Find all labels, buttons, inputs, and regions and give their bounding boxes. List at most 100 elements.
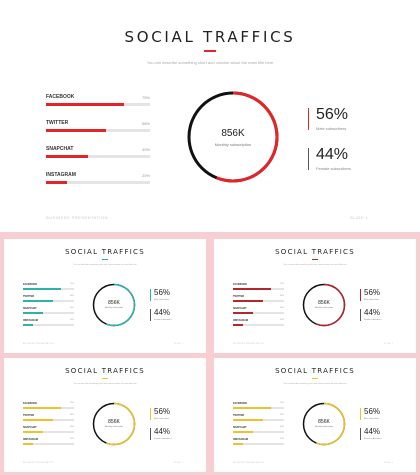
bar-fill (233, 300, 263, 302)
bar-fill (23, 419, 53, 421)
bar-fill (233, 312, 254, 314)
ring-arc (92, 283, 136, 327)
bar-label: TWITTER (233, 414, 245, 417)
bar-track (233, 407, 284, 409)
stat-divider (360, 309, 361, 321)
bar-label: TWITTER (46, 120, 69, 126)
bar-fill (233, 419, 263, 421)
bar-track (46, 181, 150, 184)
title-underline (312, 259, 318, 260)
bar-value: 58% (69, 295, 74, 297)
bar-fill (23, 324, 34, 326)
footer-right: SLIDE 1 (174, 462, 184, 464)
bar-track (23, 431, 74, 433)
stat-male-label: Male subscribers (364, 418, 380, 420)
bar-value: 20% (69, 319, 74, 321)
ring-label: Monthly subscription (314, 426, 334, 428)
stat-divider (308, 148, 309, 170)
slide-subtitle: You can describe something short and con… (283, 383, 347, 385)
stat-male-label: Male subscribers (364, 299, 380, 301)
bar-label: SNAPCHAT (23, 307, 37, 310)
stat-female-value: 44% (364, 308, 381, 317)
title-underline (204, 50, 216, 52)
bar-fill (23, 288, 62, 290)
stat-female-value: 44% (154, 308, 171, 317)
bar-value: 40% (69, 426, 74, 428)
bar-value: 58% (279, 295, 284, 297)
bar-value: 58% (279, 414, 284, 416)
stat-divider (150, 289, 151, 301)
title-underline (102, 259, 108, 260)
slide-subtitle: You can describe something short and con… (146, 60, 274, 65)
bar-value: 40% (141, 147, 150, 152)
bar-track (233, 300, 284, 302)
bar-label: TWITTER (23, 414, 35, 417)
bar-track (23, 419, 74, 421)
bar-track (233, 312, 284, 314)
stat-divider (360, 408, 361, 420)
footer-right: SLIDE 1 (350, 215, 369, 220)
stat-female-value: 44% (316, 146, 349, 163)
bar-track (23, 443, 74, 445)
thumbnail-slide[interactable]: SOCIAL TRAFFICS You can describe somethin… (4, 239, 206, 353)
thumbnail-slide[interactable]: SOCIAL TRAFFICS You can describe somethin… (214, 358, 416, 472)
bar-track (233, 288, 284, 290)
bar-fill (23, 407, 62, 409)
ring-arc (187, 91, 279, 183)
subscription-ring: 856K Monthly subscription (186, 90, 280, 184)
bar-value: 75% (141, 95, 150, 100)
footer-left: BUSINESS PRESENTATION (23, 343, 54, 345)
bar-fill (233, 288, 272, 290)
ring-label: Monthly subscription (214, 142, 252, 147)
bar-track (233, 324, 284, 326)
bar-track (233, 419, 284, 421)
bar-label: SNAPCHAT (23, 426, 37, 429)
bar-label: TWITTER (233, 295, 245, 298)
thumbnail-slide[interactable]: SOCIAL TRAFFICS You can describe somethin… (214, 239, 416, 353)
ring-value: 856K (108, 419, 120, 425)
bar-fill (23, 300, 53, 302)
ring-value: 856K (108, 300, 120, 306)
bar-fill (46, 129, 107, 132)
stat-male-value: 56% (316, 106, 349, 123)
bar-label: SNAPCHAT (233, 307, 247, 310)
stat-male-label: Male subscribers (154, 299, 170, 301)
bar-value: 75% (69, 283, 74, 285)
main-slide[interactable]: SOCIAL TRAFFICS You can describe somethi… (0, 0, 420, 232)
stat-male-value: 56% (154, 288, 171, 297)
footer-left: BUSINESS PRESENTATION (233, 462, 264, 464)
bar-track (46, 155, 150, 158)
bar-value: 40% (69, 307, 74, 309)
bar-fill (233, 443, 244, 445)
bar-fill (23, 312, 44, 314)
stat-male-value: 56% (364, 288, 381, 297)
stat-female-label: Female subscribers (364, 438, 382, 440)
stat-female-label: Female subscribers (154, 319, 172, 321)
bar-value: 20% (69, 438, 74, 440)
stat-male-value: 56% (154, 407, 171, 416)
stat-male-label: Male subscribers (154, 418, 170, 420)
bar-fill (233, 324, 244, 326)
bar-label: FACEBOOK (233, 402, 248, 405)
slide-subtitle: You can describe something short and con… (73, 383, 137, 385)
bar-fill (46, 103, 124, 106)
slide-title: SOCIAL TRAFFICS (65, 248, 145, 256)
thumbnail-slide[interactable]: SOCIAL TRAFFICS You can describe somethin… (4, 358, 206, 472)
bar-value: 58% (141, 121, 150, 126)
bar-label: FACEBOOK (23, 402, 38, 405)
bar-fill (233, 407, 272, 409)
slide-title: SOCIAL TRAFFICS (275, 248, 355, 256)
stat-divider (360, 428, 361, 440)
footer-left: BUSINESS PRESENTATION (46, 215, 108, 220)
bar-label: INSTAGRAM (233, 319, 248, 322)
bar-label: INSTAGRAM (23, 319, 38, 322)
subscription-ring: 856K Monthly subscription (92, 402, 136, 446)
ring-arc (92, 402, 136, 446)
bar-fill (23, 443, 34, 445)
stat-male-label: Male subscribers (316, 126, 347, 131)
bar-label: INSTAGRAM (23, 438, 38, 441)
ring-label: Monthly subscription (104, 426, 124, 428)
stat-female-label: Female subscribers (154, 438, 172, 440)
bar-value: 20% (279, 438, 284, 440)
footer-left: BUSINESS PRESENTATION (233, 343, 264, 345)
